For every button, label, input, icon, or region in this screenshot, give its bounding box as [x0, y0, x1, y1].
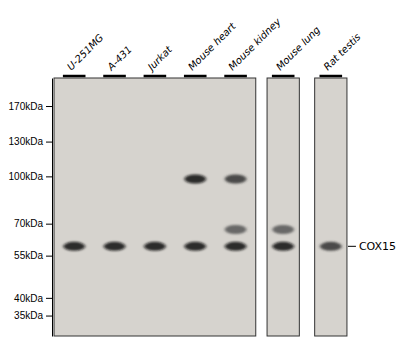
- tick-label: 35kDa: [14, 310, 43, 321]
- lane-label: U-251MG: [65, 32, 106, 73]
- band: [225, 242, 247, 251]
- band: [184, 242, 206, 251]
- plot: 170kDa 130kDa 100kDa 70kDa 55kDa 40kDa 35kDa U-…: [9, 15, 397, 336]
- tick-label: 70kDa: [14, 218, 43, 229]
- panels: [54, 78, 347, 336]
- tick-label: 40kDa: [14, 293, 43, 304]
- band: [225, 225, 247, 234]
- tick-label: 100kDa: [9, 171, 44, 182]
- tick-mark: [46, 224, 52, 225]
- tick: 70kDa: [14, 218, 52, 229]
- tick-mark: [46, 316, 52, 317]
- lane-marker: [63, 75, 86, 78]
- lane-marker: [224, 75, 247, 78]
- lane-label: Rat testis: [321, 31, 362, 72]
- tick-mark: [46, 106, 52, 107]
- tick-mark: [46, 142, 52, 143]
- lane-marker: [272, 75, 295, 78]
- tick-mark: [46, 256, 52, 257]
- lane-labels: U-251MGA-431JurkatMouse heartMouse kidne…: [63, 15, 363, 76]
- blot-panel: [267, 78, 299, 336]
- tick-label: 55kDa: [14, 250, 43, 261]
- lane-label: Jurkat: [144, 43, 175, 74]
- band: [63, 242, 85, 251]
- tick: 100kDa: [9, 171, 52, 182]
- chart: 170kDa 130kDa 100kDa 70kDa 55kDa 40kDa 35kDa U-…: [0, 0, 409, 350]
- lane-marker: [320, 75, 343, 78]
- tick: 35kDa: [14, 310, 52, 321]
- tick-mark: [46, 176, 52, 177]
- band: [320, 242, 342, 251]
- bands: [63, 175, 341, 251]
- band: [184, 175, 206, 184]
- tick-mark: [46, 298, 52, 299]
- axis-line: [52, 79, 53, 337]
- tick: 170kDa: [9, 101, 52, 112]
- blot-panel: [54, 78, 256, 336]
- band: [104, 242, 126, 251]
- lane-label: Mouse lung: [274, 24, 322, 72]
- tick-label: 130kDa: [9, 136, 44, 147]
- y-axis: 170kDa 130kDa 100kDa 70kDa 55kDa 40kDa 35kDa: [9, 79, 53, 337]
- blot-panel: [315, 78, 347, 336]
- band: [225, 175, 247, 184]
- lane-label: A-431: [104, 44, 133, 73]
- tick: 40kDa: [14, 293, 52, 304]
- lane-marker: [144, 75, 167, 78]
- band: [272, 242, 294, 251]
- tick-label: 170kDa: [9, 101, 44, 112]
- band: [272, 225, 294, 234]
- tick: 55kDa: [14, 250, 52, 261]
- annotation-line: [348, 246, 356, 247]
- tick: 130kDa: [9, 136, 52, 147]
- band: [144, 242, 166, 251]
- annotation: COX15: [359, 240, 396, 253]
- lane-marker: [184, 75, 207, 78]
- lane-marker: [103, 75, 126, 78]
